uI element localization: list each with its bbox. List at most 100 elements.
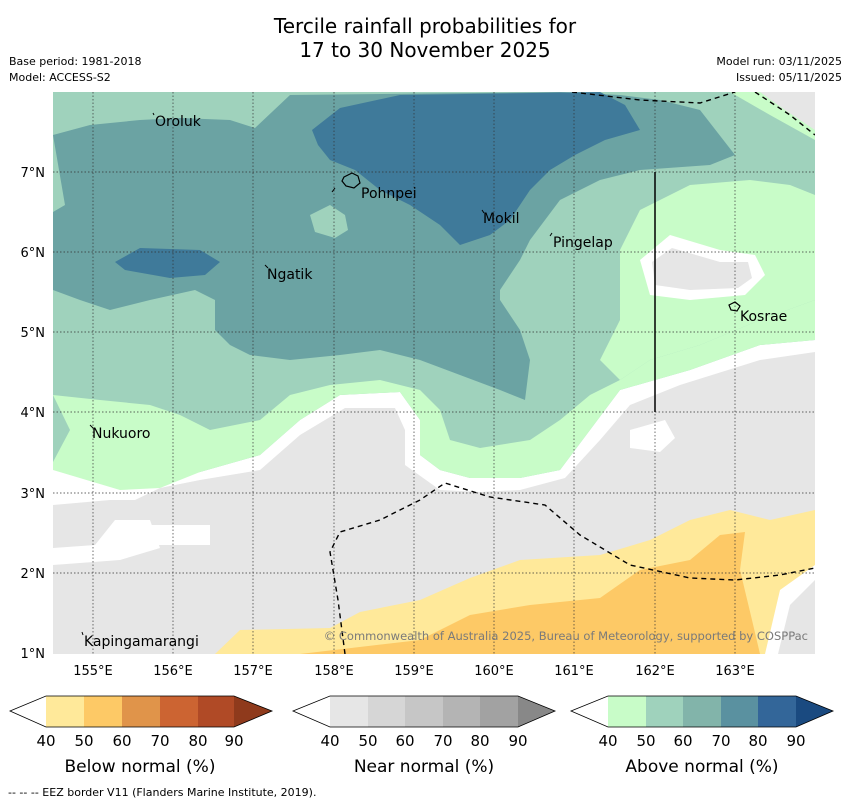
above-70-region [53, 92, 735, 400]
near-normal-east [652, 248, 752, 290]
place-oroluk: Oroluk [155, 114, 202, 130]
cb-swatch [293, 696, 330, 727]
cb-title: Near normal (%) [354, 757, 494, 777]
cb-tick: 70 [150, 732, 169, 750]
above-60-islet [310, 205, 348, 238]
lon-label: 161°E [554, 664, 594, 679]
place-kosrae: Kosrae [740, 309, 787, 325]
copyright-notice: © Commonwealth of Australia 2025, Bureau… [324, 629, 808, 643]
lat-label: 1°N [21, 647, 46, 662]
no-signal-patch-2 [53, 520, 160, 565]
cb-tick: 60 [673, 732, 692, 750]
lon-label: 158°E [314, 664, 354, 679]
kapingamarangi-atoll-icon [81, 631, 84, 636]
model-name: Model: ACCESS-S2 [9, 71, 111, 84]
cb-swatch [368, 696, 405, 727]
longitude-labels: 155°E 156°E 157°E 158°E 159°E 160°E 161°… [73, 664, 755, 679]
meta-right: Model run: 03/11/2025 Issued: 05/11/2025 [716, 54, 842, 86]
lon-label: 163°E [715, 664, 755, 679]
model-run: Model run: 03/11/2025 [716, 55, 842, 68]
kosrae-island-icon [728, 301, 741, 312]
lat-label: 3°N [21, 487, 46, 502]
map-title: Tercile rainfall probabilities for 17 to… [0, 14, 850, 62]
lon-label: 160°E [474, 664, 514, 679]
cb-swatch [160, 696, 198, 727]
lat-label: 2°N [21, 567, 46, 582]
cb-swatch [796, 696, 833, 727]
latitude-labels: 7°N 6°N 5°N 4°N 3°N 2°N 1°N [21, 166, 46, 662]
colorbar-above: 40 50 60 70 80 90 Above normal (%) [569, 695, 835, 777]
cb-tick: 50 [74, 732, 93, 750]
near-normal-northeast [760, 92, 815, 130]
ant-atoll-icon [331, 187, 336, 193]
cb-tick: 50 [636, 732, 655, 750]
cb-tick: 70 [711, 732, 730, 750]
lon-label: 156°E [153, 664, 193, 679]
lon-label: 157°E [233, 664, 273, 679]
colorbar-below: 40 50 60 70 80 90 Below normal (%) [8, 695, 274, 777]
ngatik-atoll-icon [264, 264, 269, 269]
cb-swatch [518, 696, 555, 727]
cb-swatch [571, 696, 608, 727]
cb-swatch [198, 696, 234, 727]
cb-tick: 90 [508, 732, 527, 750]
lat-label: 4°N [21, 406, 46, 421]
nukuoro-atoll-icon [89, 424, 94, 429]
cb-swatch [480, 696, 518, 727]
cb-swatch [443, 696, 480, 727]
oroluk-atoll-icon [152, 112, 155, 116]
cb-tick: 70 [433, 732, 452, 750]
eez-footnote: -- -- -- EEZ border V11 (Flanders Marine… [8, 786, 317, 799]
mokil-atoll-icon [481, 209, 485, 214]
cb-title: Above normal (%) [625, 757, 778, 777]
cb-outline [8, 695, 274, 728]
issued-date: Issued: 05/11/2025 [735, 71, 842, 84]
cb-swatch [330, 696, 368, 727]
meta-left: Base period: 1981-2018 Model: ACCESS-S2 [9, 54, 141, 86]
place-kapingamarangi: Kapingamarangi [84, 634, 199, 650]
above-80-west-patch [115, 248, 220, 278]
place-pingelap: Pingelap [553, 235, 613, 251]
cb-outline [291, 695, 557, 728]
place-ngatik: Ngatik [267, 267, 313, 283]
cb-swatch [405, 696, 443, 727]
cb-tick: 90 [224, 732, 243, 750]
lon-label: 159°E [394, 664, 434, 679]
eez-border [329, 92, 815, 654]
pohnpei-island-icon [341, 172, 361, 189]
above-50-band [53, 300, 815, 490]
cb-tick: 80 [748, 732, 767, 750]
pingelap-atoll-icon [549, 232, 553, 237]
no-signal-patch-3 [630, 420, 675, 452]
near-normal-patch [778, 580, 815, 654]
lat-label: 7°N [21, 166, 46, 181]
cb-tick: 40 [320, 732, 339, 750]
below-60-region [300, 532, 760, 654]
lon-label: 162°E [635, 664, 675, 679]
cb-tick: 60 [112, 732, 131, 750]
title-line-1: Tercile rainfall probabilities for [273, 14, 577, 38]
cb-swatch [46, 696, 84, 727]
lat-label: 6°N [21, 246, 46, 261]
cb-tick: 50 [358, 732, 377, 750]
cb-tick: 60 [395, 732, 414, 750]
title-line-2: 17 to 30 November 2025 [299, 38, 551, 62]
lon-label: 155°E [73, 664, 113, 679]
colorbar-near: 40 50 60 70 80 90 Near normal (%) [291, 695, 557, 777]
cb-swatch [646, 696, 683, 727]
no-signal-patch [150, 525, 210, 545]
cb-swatch [758, 696, 796, 727]
cb-outline [569, 695, 835, 728]
cb-swatch [10, 696, 46, 727]
cb-tick: 80 [470, 732, 489, 750]
cb-swatch [683, 696, 721, 727]
cb-title: Below normal (%) [65, 757, 216, 777]
cb-swatch [122, 696, 160, 727]
cb-tick: 40 [598, 732, 617, 750]
probability-field: Oroluk Pohnpei Mokil Pingelap Ngatik Kos… [53, 92, 815, 654]
above-80-region [312, 92, 640, 245]
cb-swatch [721, 696, 758, 727]
lat-label: 5°N [21, 326, 46, 341]
place-mokil: Mokil [483, 211, 520, 227]
